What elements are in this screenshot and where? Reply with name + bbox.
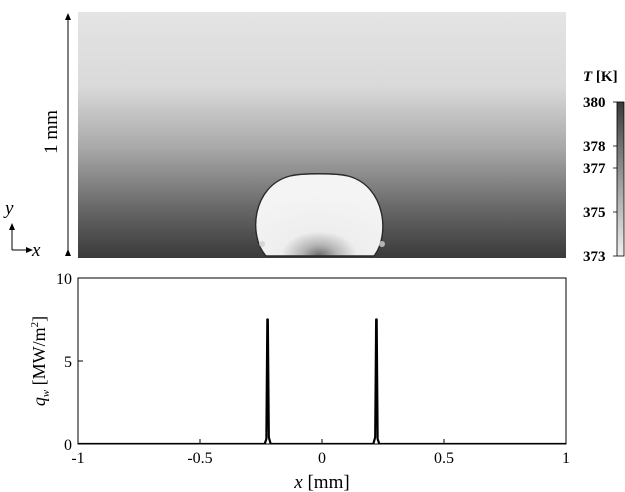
colorbar-tick-label: 377 <box>583 161 606 177</box>
heat-flux-chart: -1 -0.5 0 0.5 1 0 5 10 x [mm] qw [MW/m2] <box>29 271 570 492</box>
colorbar-tick-label: 375 <box>583 205 606 221</box>
temperature-field-panel <box>78 12 566 258</box>
bubble <box>254 173 384 257</box>
y-axis-ticks: 0 5 10 <box>56 271 83 454</box>
x-tick-label: -1 <box>71 450 84 467</box>
x-tick-label: 0 <box>318 450 326 467</box>
colorbar-tick-label: 380 <box>583 95 606 111</box>
colorbar: T [K] 380 378 377 375 373 <box>583 69 625 265</box>
colorbar-title: T [K] <box>583 69 618 85</box>
x-tick-label: 1 <box>562 450 570 467</box>
y-axis-label: qw [MW/m2] <box>29 316 52 406</box>
axes-indicator-y: y <box>3 198 14 219</box>
x-tick-label: 0.5 <box>434 450 454 467</box>
heat-flux-line <box>78 318 566 444</box>
colorbar-tick-label: 373 <box>583 249 606 265</box>
y-tick-label: 5 <box>64 354 72 371</box>
contact-line-left <box>259 241 265 247</box>
y-tick-label: 0 <box>64 437 72 454</box>
colorbar-tick-label: 378 <box>583 139 606 155</box>
series-layer <box>78 318 566 444</box>
x-axis-ticks: -1 -0.5 0 0.5 1 <box>71 439 570 467</box>
contact-line-right <box>379 241 385 247</box>
scale-bar-label: 1 mm <box>41 110 62 154</box>
axes-indicator-x: x <box>31 240 41 261</box>
plot-frame <box>77 277 567 445</box>
colorbar-ticks: 380 378 377 375 373 <box>583 95 617 265</box>
colorbar-gradient <box>616 101 625 257</box>
axes-indicator: y x <box>3 198 41 261</box>
x-axis-label: x [mm] <box>293 472 349 492</box>
colorbar-title-text: [K] <box>592 69 617 85</box>
x-tick-label: -0.5 <box>187 450 212 467</box>
y-tick-label: 10 <box>56 271 72 288</box>
